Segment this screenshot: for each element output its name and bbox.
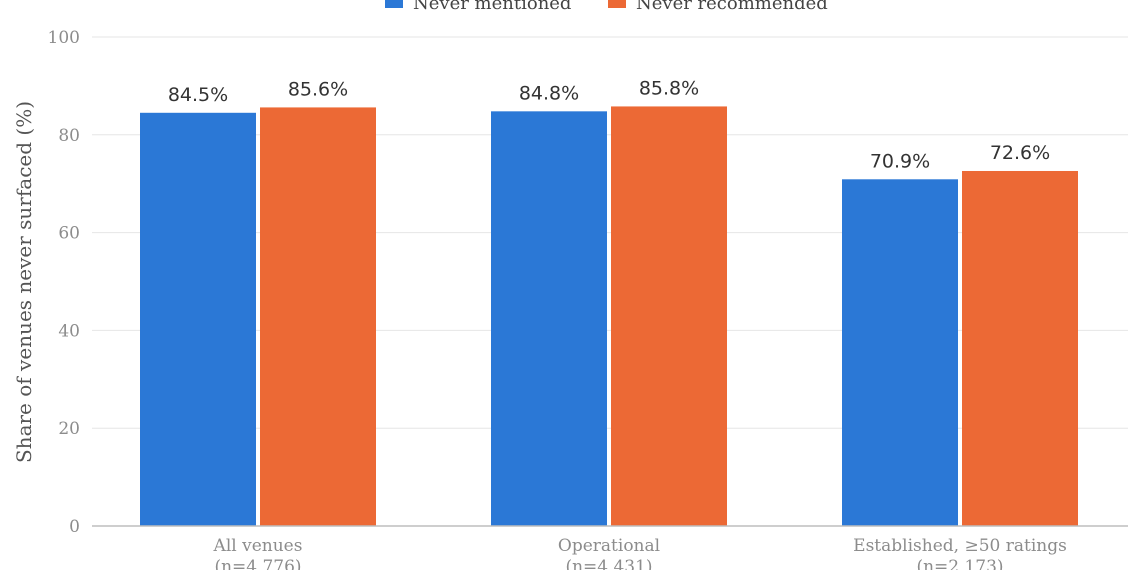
data-label: 70.9% bbox=[870, 150, 930, 172]
legend-swatch bbox=[385, 0, 403, 8]
y-tick-label: 100 bbox=[48, 28, 80, 48]
data-label: 84.8% bbox=[519, 82, 579, 104]
x-axis-categories: All venues(n=4,776) Operational(n=4,431) E… bbox=[213, 536, 1067, 570]
x-category-sublabel: (n=4,776) bbox=[214, 557, 301, 570]
legend-label: Never recommended bbox=[636, 0, 828, 14]
data-label: 72.6% bbox=[990, 142, 1050, 164]
bar-never-recommended-2 bbox=[962, 170, 1078, 526]
bar-never-mentioned-1 bbox=[491, 111, 607, 526]
bar-never-mentioned-2 bbox=[842, 179, 958, 526]
y-tick-label: 0 bbox=[69, 517, 80, 537]
legend: Never mentioned Never recommended bbox=[385, 0, 828, 14]
data-label: 85.6% bbox=[288, 78, 348, 100]
y-axis-ticks: 0 20 40 60 80 100 bbox=[48, 28, 80, 537]
y-tick-label: 20 bbox=[58, 419, 80, 439]
x-category-sublabel: (n=2,173) bbox=[916, 557, 1003, 570]
x-category-label: Operational bbox=[558, 536, 660, 556]
x-category-sublabel: (n=4,431) bbox=[565, 557, 652, 570]
data-label: 85.8% bbox=[639, 77, 699, 99]
x-category-label: All venues bbox=[213, 536, 303, 556]
bar-never-recommended-1 bbox=[611, 106, 727, 527]
data-labels: 84.5% 84.8% 70.9% 85.6% 85.8% 72.6% bbox=[168, 77, 1050, 172]
legend-label: Never mentioned bbox=[413, 0, 571, 14]
x-category-label: Established, ≥50 ratings bbox=[853, 536, 1067, 556]
y-tick-label: 80 bbox=[58, 126, 80, 146]
y-tick-label: 40 bbox=[58, 321, 80, 341]
y-axis-title: Share of venues never surfaced (%) bbox=[12, 101, 36, 463]
y-tick-label: 60 bbox=[58, 224, 80, 244]
bars bbox=[140, 106, 1078, 527]
data-label: 84.5% bbox=[168, 84, 228, 106]
bar-never-recommended-0 bbox=[260, 107, 376, 526]
legend-swatch bbox=[608, 0, 626, 8]
bar-never-mentioned-0 bbox=[140, 112, 256, 527]
